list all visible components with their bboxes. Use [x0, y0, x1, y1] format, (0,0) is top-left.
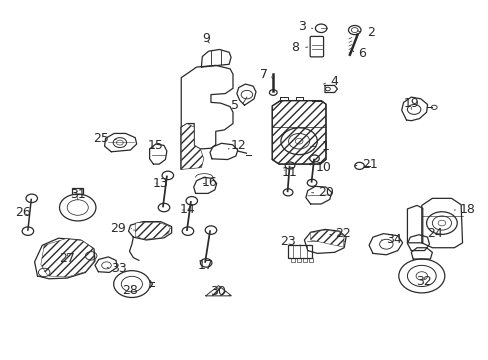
Text: 20: 20: [317, 186, 333, 199]
Polygon shape: [310, 230, 344, 247]
Text: 12: 12: [231, 139, 246, 152]
Bar: [72, 188, 83, 194]
Text: 18: 18: [459, 203, 475, 216]
Text: 3: 3: [297, 20, 305, 33]
Text: 29: 29: [110, 222, 125, 235]
Text: 24: 24: [427, 227, 443, 240]
Text: 6: 6: [358, 47, 366, 60]
Text: 32: 32: [415, 275, 431, 288]
Polygon shape: [181, 123, 203, 170]
Text: 7: 7: [259, 68, 267, 81]
Text: 15: 15: [147, 139, 163, 152]
Text: 5: 5: [230, 99, 238, 112]
Text: 4: 4: [330, 75, 338, 88]
Text: 10: 10: [315, 161, 331, 174]
Text: 2: 2: [366, 26, 374, 39]
Text: 13: 13: [152, 177, 168, 190]
Text: 34: 34: [385, 233, 401, 246]
Text: 30: 30: [210, 285, 225, 298]
Text: 14: 14: [180, 203, 195, 216]
Bar: [291, 258, 295, 262]
FancyBboxPatch shape: [309, 36, 323, 57]
Text: 1: 1: [321, 140, 328, 153]
Text: 17: 17: [197, 259, 213, 272]
Text: 33: 33: [111, 262, 127, 275]
Text: 19: 19: [403, 96, 418, 109]
Bar: [287, 245, 311, 258]
Text: 21: 21: [361, 158, 377, 171]
Text: 22: 22: [335, 227, 350, 240]
Text: 8: 8: [291, 41, 299, 54]
Text: 31: 31: [70, 188, 85, 201]
Bar: [303, 258, 306, 262]
Text: 28: 28: [122, 284, 138, 297]
Text: 27: 27: [59, 252, 75, 265]
Polygon shape: [206, 286, 231, 296]
Text: 11: 11: [281, 166, 297, 179]
Text: 9: 9: [202, 32, 210, 45]
Bar: [308, 258, 312, 262]
Text: 23: 23: [280, 235, 295, 248]
Bar: [297, 258, 301, 262]
Text: 16: 16: [201, 176, 217, 189]
Polygon shape: [135, 222, 170, 239]
Polygon shape: [41, 239, 94, 277]
Text: 26: 26: [15, 206, 31, 219]
Polygon shape: [272, 100, 325, 164]
Text: 25: 25: [93, 132, 109, 145]
